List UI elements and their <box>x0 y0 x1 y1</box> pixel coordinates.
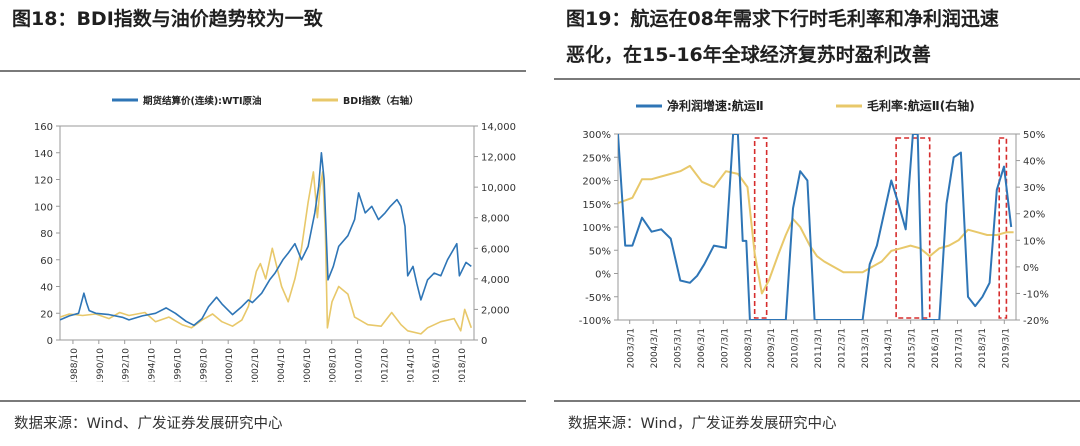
left-x-tick-label: 2006/10 <box>303 348 313 382</box>
right-y-right-tick-label: 20% <box>1023 210 1045 221</box>
right-highlight-box <box>998 137 1008 319</box>
right-plot-frame <box>617 133 1017 321</box>
left-x-tick-label: 2018/10 <box>458 348 468 382</box>
left-series-line-left <box>60 152 472 327</box>
left-x-tick-label: 1990/10 <box>96 348 106 382</box>
right-x-tick-label: 2016/3/1 <box>931 328 941 368</box>
right-y-right-tick-label: 10% <box>1023 236 1045 247</box>
right-x-tick-label: 2007/3/1 <box>720 328 730 368</box>
right-x-tick-label: 2017/3/1 <box>954 328 964 368</box>
right-y-right-tick-label: 30% <box>1023 183 1045 194</box>
left-title-rule <box>0 70 526 72</box>
right-x-tick-label: 2004/3/1 <box>650 328 660 368</box>
left-y-left-tick-label: 40 <box>40 283 53 294</box>
left-x-tick-label: 1998/10 <box>199 348 209 382</box>
right-bottom-rule <box>554 400 1080 402</box>
left-y-left-tick-label: 140 <box>34 149 53 160</box>
right-x-tick-label: 2005/3/1 <box>674 328 684 368</box>
right-y-left-tick-label: 300% <box>582 130 611 141</box>
left-y-right-tick-label: 8,000 <box>481 214 510 225</box>
left-y-right-tick-label: 0 <box>481 336 487 347</box>
right-y-left-tick-label: 150% <box>582 200 611 211</box>
right-chart: -100% -50% 0% 50% 100% 150% 200% 250% 300% -20% -1… <box>579 98 1049 368</box>
right-y-left-tick-label: -100% <box>579 316 611 327</box>
left-x-tick-label: 2010/10 <box>355 348 365 382</box>
left-x-tick-label: 2012/10 <box>380 348 390 382</box>
left-y-left-tick-label: 160 <box>34 122 53 133</box>
right-chart-panel: 图19：航运在08年需求下行时毛利率和净利润迅速 恶化，在15-16年全球经济复… <box>554 0 1080 446</box>
left-x-tick-label: 2014/10 <box>406 348 416 382</box>
right-series-line-right <box>618 164 1014 295</box>
left-y-right-tick-label: 4,000 <box>481 275 510 286</box>
right-x-tick-label: 2008/3/1 <box>744 328 754 368</box>
right-highlight-box <box>895 137 931 319</box>
left-chart-title: 图18：BDI指数与油价趋势较为一致 <box>12 8 323 30</box>
right-x-tick-label: 2006/3/1 <box>697 328 707 368</box>
right-chart-title-line2: 恶化，在15-16年全球经济复苏时盈利改善 <box>566 44 931 66</box>
right-chart-title-line1: 图19：航运在08年需求下行时毛利率和净利润迅速 <box>566 8 999 30</box>
right-series-line-left <box>618 134 1013 320</box>
right-y-left-tick-label: 200% <box>582 177 611 188</box>
left-y-left-tick-label: 80 <box>40 229 53 240</box>
left-y-right-tick-label: 14,000 <box>481 122 516 133</box>
right-y-left-tick-label: 50% <box>589 246 611 257</box>
right-x-tick-label: 2018/3/1 <box>978 328 988 368</box>
left-x-tick-label: 2004/10 <box>277 348 287 382</box>
right-title-rule <box>554 78 1080 80</box>
left-bottom-rule <box>0 400 526 402</box>
right-y-left-tick-label: 250% <box>582 153 611 164</box>
left-legend-label: 期货结算价(连续):WTI原油 <box>143 95 261 107</box>
left-y-left-tick-label: 100 <box>34 202 53 213</box>
left-x-tick-label: 2016/10 <box>432 348 442 382</box>
left-y-right-tick-label: 2,000 <box>481 305 510 316</box>
left-source-note: 数据来源：Wind、广发证券发展研究中心 <box>14 416 283 432</box>
left-y-right-tick-label: 12,000 <box>481 153 516 164</box>
right-x-tick-label: 2009/3/1 <box>767 328 777 368</box>
right-y-right-tick-label: -10% <box>1023 289 1049 300</box>
right-y-right-tick-label: 0% <box>1023 263 1039 274</box>
left-y-right-tick-label: 6,000 <box>481 244 510 255</box>
left-y-left-tick-label: 20 <box>40 309 53 320</box>
left-x-tick-label: 2008/10 <box>329 348 339 382</box>
right-y-right-tick-label: 40% <box>1023 157 1045 168</box>
right-y-left-tick-label: 0% <box>595 270 611 281</box>
right-x-tick-label: 2003/3/1 <box>627 328 637 368</box>
left-y-right-tick-label: 10,000 <box>481 183 516 194</box>
right-y-left-tick-label: -50% <box>585 293 611 304</box>
right-legend-label: 净利润增速:航运Ⅱ <box>667 98 764 113</box>
left-y-left-tick-label: 120 <box>34 176 53 187</box>
left-plot-frame <box>59 125 475 341</box>
left-legend-label: BDI指数（右轴） <box>343 95 419 107</box>
right-x-tick-label: 2011/3/1 <box>814 328 824 368</box>
right-x-tick-label: 2010/3/1 <box>791 328 801 368</box>
right-x-tick-label: 2012/3/1 <box>837 328 847 368</box>
left-y-left-tick-label: 0 <box>47 336 53 347</box>
right-y-right-tick-label: 50% <box>1023 130 1045 141</box>
right-y-right-tick-label: -20% <box>1023 316 1049 327</box>
right-x-tick-label: 2014/3/1 <box>884 328 894 368</box>
right-y-left-tick-label: 100% <box>582 223 611 234</box>
left-y-left-tick-label: 60 <box>40 256 53 267</box>
left-series-line-right <box>60 171 473 335</box>
left-chart: 0 20 40 60 80 100 120 140 160 0 2,000 4,000 6,000 8,0… <box>34 95 516 382</box>
right-x-tick-label: 2015/3/1 <box>908 328 918 368</box>
left-chart-panel: 图18：BDI指数与油价趋势较为一致 0 20 40 60 80 100 120 140 160… <box>0 0 526 446</box>
right-legend-label: 毛利率:航运Ⅱ(右轴) <box>867 98 975 113</box>
left-x-tick-label: 1992/10 <box>122 348 132 382</box>
left-x-tick-label: 2000/10 <box>225 348 235 382</box>
left-x-tick-label: 1994/10 <box>148 348 158 382</box>
right-source-note: 数据来源：Wind，广发证券发展研究中心 <box>568 416 837 432</box>
left-x-tick-label: 2002/10 <box>251 348 261 382</box>
left-x-tick-label: 1988/10 <box>70 348 80 382</box>
left-x-tick-label: 1996/10 <box>173 348 183 382</box>
right-x-tick-label: 2019/3/1 <box>1001 328 1011 368</box>
right-x-tick-label: 2013/3/1 <box>861 328 871 368</box>
